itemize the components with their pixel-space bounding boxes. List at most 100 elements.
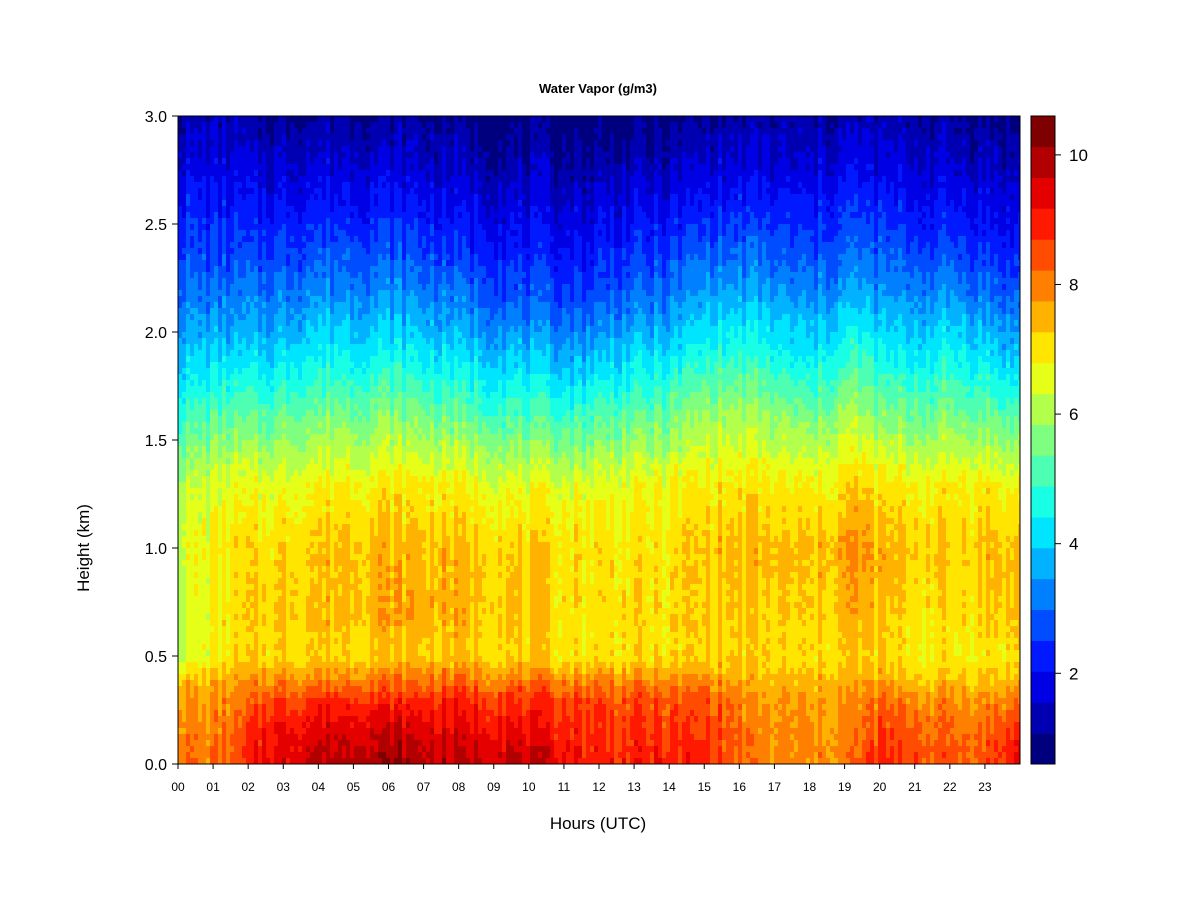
heatmap-cell	[206, 116, 211, 123]
heatmap-cell	[326, 236, 331, 243]
heatmap-cell	[242, 200, 247, 207]
heatmap-cell	[302, 650, 307, 657]
heatmap-cell	[342, 284, 347, 291]
heatmap-cell	[322, 308, 327, 315]
heatmap-cell	[206, 494, 211, 501]
heatmap-cell	[306, 524, 311, 531]
heatmap-cell	[318, 230, 323, 237]
heatmap-cell	[286, 296, 291, 303]
heatmap-cell	[178, 566, 183, 573]
heatmap-cell	[266, 194, 271, 201]
heatmap-cell	[286, 728, 291, 735]
heatmap-cell	[286, 698, 291, 705]
heatmap-cell	[294, 572, 299, 579]
heatmap-cell	[238, 638, 243, 645]
heatmap-cell	[254, 344, 259, 351]
heatmap-cell	[286, 158, 291, 165]
heatmap-cell	[178, 338, 183, 345]
heatmap-cell	[334, 602, 339, 609]
heatmap-cell	[338, 656, 343, 663]
heatmap-cell	[194, 494, 199, 501]
heatmap-cell	[262, 662, 267, 669]
heatmap-cell	[298, 386, 303, 393]
heatmap-cell	[286, 686, 291, 693]
heatmap-cell	[342, 128, 347, 135]
heatmap-cell	[258, 224, 263, 231]
heatmap-cell	[230, 626, 235, 633]
heatmap-cell	[258, 722, 263, 729]
heatmap-cell	[254, 134, 259, 141]
heatmap-cell	[358, 122, 363, 129]
heatmap-cell	[306, 494, 311, 501]
heatmap-cell	[258, 476, 263, 483]
heatmap-cell	[266, 254, 271, 261]
heatmap-cell	[338, 224, 343, 231]
heatmap-cell	[298, 512, 303, 519]
heatmap-cell	[226, 122, 231, 129]
heatmap-cell	[242, 350, 247, 357]
heatmap-cell	[362, 200, 367, 207]
heatmap-cell	[294, 464, 299, 471]
heatmap-cell	[186, 206, 191, 213]
heatmap-cell	[206, 482, 211, 489]
heatmap-cell	[194, 302, 199, 309]
heatmap-cell	[358, 272, 363, 279]
heatmap-cell	[270, 146, 275, 153]
heatmap-cell	[258, 272, 263, 279]
heatmap-cell	[314, 326, 319, 333]
heatmap-cell	[210, 626, 215, 633]
heatmap-cell	[346, 290, 351, 297]
heatmap-cell	[242, 530, 247, 537]
heatmap-cell	[298, 560, 303, 567]
heatmap-cell	[242, 164, 247, 171]
heatmap-cell	[266, 164, 271, 171]
heatmap-cell	[294, 614, 299, 621]
heatmap-cell	[266, 398, 271, 405]
heatmap-cell	[182, 368, 187, 375]
heatmap-cell	[270, 752, 275, 759]
heatmap-cell	[258, 350, 263, 357]
heatmap-cell	[206, 374, 211, 381]
heatmap-cell	[326, 230, 331, 237]
heatmap-cell	[358, 260, 363, 267]
heatmap-cell	[266, 488, 271, 495]
heatmap-cell	[346, 674, 351, 681]
heatmap-cell	[254, 554, 259, 561]
heatmap-cell	[230, 638, 235, 645]
heatmap-cell	[330, 608, 335, 615]
heatmap-cell	[310, 320, 315, 327]
heatmap-cell	[282, 524, 287, 531]
heatmap-cell	[298, 536, 303, 543]
heatmap-cell	[346, 506, 351, 513]
heatmap-cell	[262, 212, 267, 219]
heatmap-cell	[206, 308, 211, 315]
heatmap-cell	[342, 566, 347, 573]
heatmap-cell	[206, 710, 211, 717]
heatmap-cell	[222, 326, 227, 333]
heatmap-cell	[262, 674, 267, 681]
heatmap-cell	[322, 548, 327, 555]
heatmap-cell	[330, 470, 335, 477]
heatmap-cell	[302, 626, 307, 633]
heatmap-cell	[222, 686, 227, 693]
heatmap-cell	[254, 656, 259, 663]
heatmap-cell	[350, 488, 355, 495]
heatmap-cell	[274, 380, 279, 387]
heatmap-cell	[318, 260, 323, 267]
heatmap-cell	[198, 746, 203, 753]
heatmap-cell	[234, 506, 239, 513]
heatmap-cell	[274, 626, 279, 633]
heatmap-cell	[278, 332, 283, 339]
heatmap-cell	[254, 362, 259, 369]
heatmap-cell	[330, 680, 335, 687]
heatmap-cell	[278, 410, 283, 417]
heatmap-cell	[226, 758, 231, 765]
heatmap-cell	[266, 614, 271, 621]
heatmap-cell	[310, 716, 315, 723]
heatmap-cell	[310, 530, 315, 537]
heatmap-cell	[254, 488, 259, 495]
heatmap-cell	[222, 758, 227, 765]
heatmap-cell	[290, 518, 295, 525]
heatmap-cell	[226, 344, 231, 351]
heatmap-cell	[186, 752, 191, 759]
